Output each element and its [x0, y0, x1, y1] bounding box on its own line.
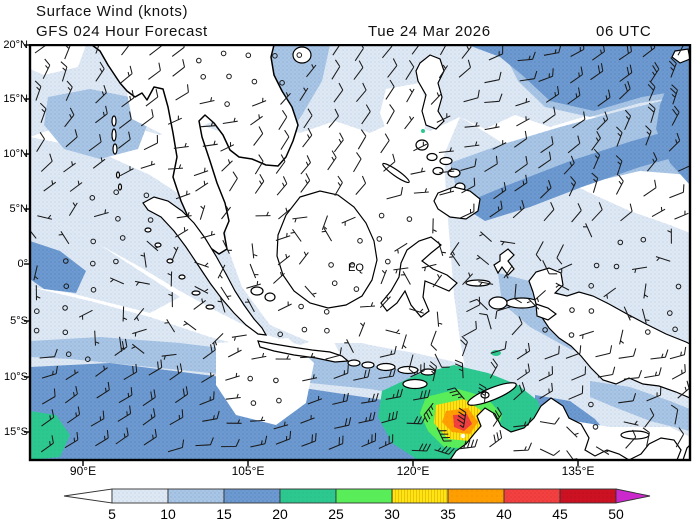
wind-barbs — [30, 45, 690, 460]
legend-bin-b15 — [223, 488, 281, 504]
coast-borneo — [276, 190, 378, 309]
wind-speed-legend: 5 10 15 20 25 30 35 40 45 50 — [63, 488, 651, 522]
legend-bin-b5 — [111, 488, 169, 504]
legend-bin-b30 — [391, 488, 449, 504]
coast-halmahera — [493, 248, 515, 276]
coast-luzon — [415, 54, 445, 130]
lat-label: 20°N — [3, 39, 28, 51]
lon-label: 120°E — [396, 464, 430, 478]
lon-label: 135°E — [561, 464, 595, 478]
lon-label: 90°E — [69, 464, 97, 478]
lon-label: 105°E — [231, 464, 265, 478]
legend-tick-label: 10 — [160, 506, 176, 522]
wind-map: EQ — [24, 44, 692, 466]
legend-tick-label: 5 — [108, 506, 116, 522]
axis-ticks — [24, 44, 579, 466]
legend-bin-b35 — [447, 488, 505, 504]
legend-tick-label: 15 — [216, 506, 232, 522]
legend-tick-label: 40 — [496, 506, 512, 522]
coast-java — [257, 340, 350, 363]
legend-bin-b40 — [503, 488, 561, 504]
coast-sulawesi — [380, 236, 458, 318]
valid-time: Tue 24 Mar 2026 — [368, 23, 491, 40]
lat-label: 10°S — [4, 371, 28, 383]
legend-bin-b45 — [559, 488, 617, 504]
legend-bin-b20 — [279, 488, 337, 504]
legend-arrow-gt50 — [615, 488, 651, 504]
lat-label: 15°S — [4, 426, 28, 438]
legend-tick-label: 35 — [440, 506, 456, 522]
coast-australia — [449, 397, 682, 460]
utc-time: 06 UTC — [596, 23, 652, 40]
legend-bin-b10 — [167, 488, 225, 504]
legend-tick-label: 50 — [608, 506, 624, 522]
title-variable: Surface Wind (knots) — [36, 3, 189, 20]
legend-tick-label: 20 — [272, 506, 288, 522]
legend-arrow-lt5 — [63, 488, 113, 504]
map-border — [28, 44, 692, 462]
coast-new-guinea — [528, 267, 690, 399]
equator-label: EQ — [348, 262, 364, 274]
legend-tick-label: 45 — [552, 506, 568, 522]
lat-label: 15°N — [3, 93, 28, 105]
title-forecast: GFS 024 Hour Forecast — [36, 23, 208, 40]
legend-tick-label: 30 — [384, 506, 400, 522]
legend-labels: 5 10 15 20 25 30 35 40 45 50 — [108, 506, 624, 522]
legend-tick-label: 25 — [328, 506, 344, 522]
lat-label: 5°N — [9, 203, 28, 215]
lat-label: 10°N — [3, 148, 28, 160]
legend-colorbar — [63, 488, 651, 504]
legend-bin-b25 — [335, 488, 393, 504]
lat-label: 0° — [17, 258, 28, 270]
coast-mindanao — [433, 186, 481, 220]
coastlines — [91, 45, 690, 460]
lat-label: 5°S — [10, 315, 28, 327]
